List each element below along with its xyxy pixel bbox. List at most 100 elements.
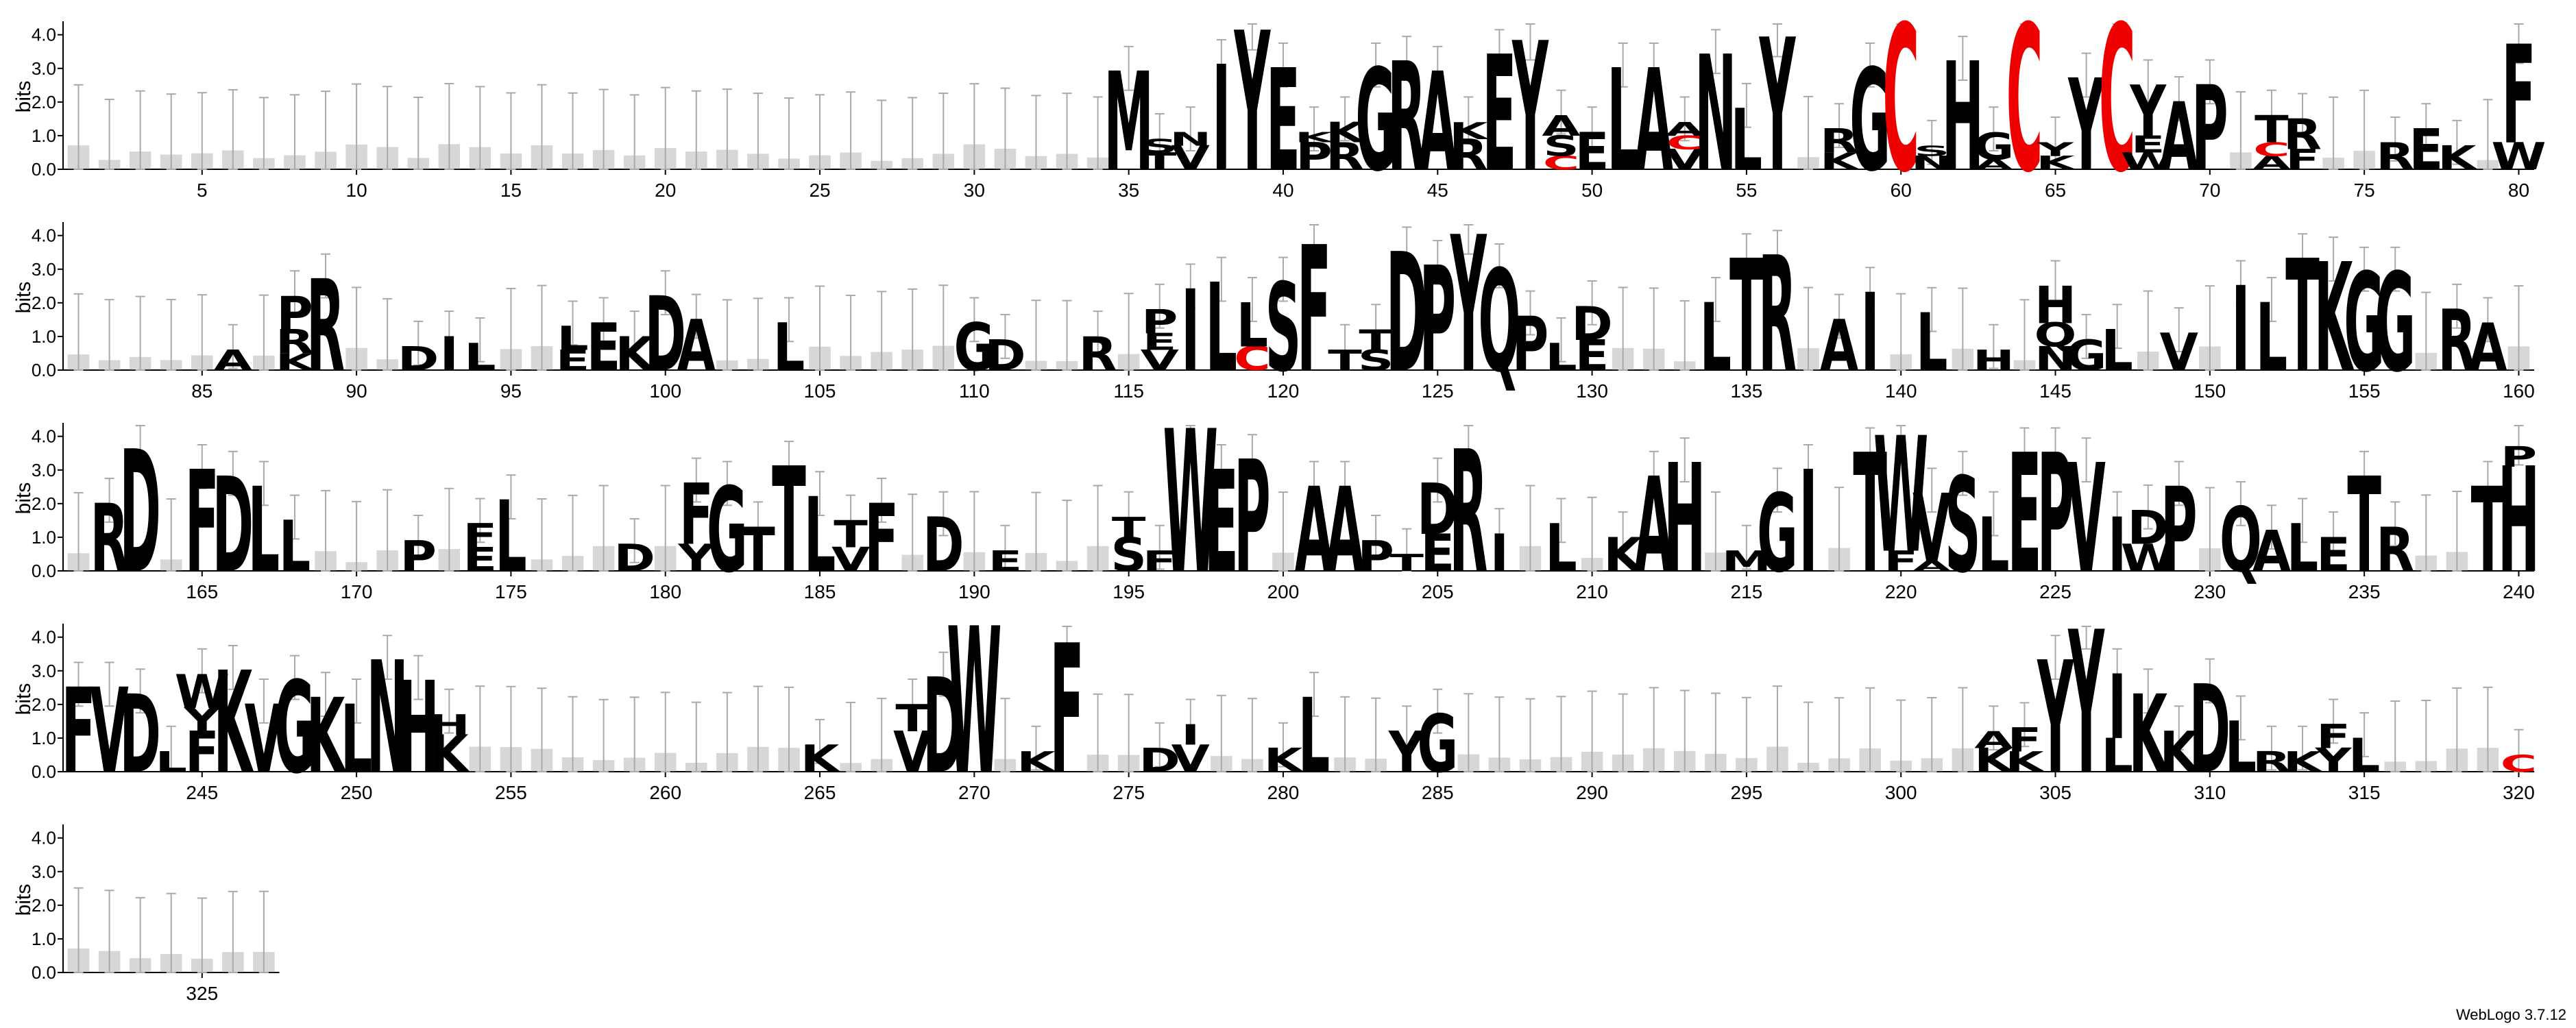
logo-letter-D: D: [2128, 501, 2169, 555]
logo-letter-L: L: [2256, 284, 2287, 392]
logo-letter-W: W: [947, 587, 1001, 820]
logo-letter-L: L: [279, 506, 311, 587]
logo-letter: E: [1204, 442, 1239, 604]
logo-letter-R: R: [276, 323, 314, 361]
logo-letter-T: T: [741, 515, 775, 586]
logo-letter: L: [1206, 257, 1237, 399]
x-tick-label: 80: [2508, 180, 2529, 201]
logo-letter-K: K: [2129, 672, 2170, 797]
x-tick-label: 180: [649, 581, 681, 602]
logo-letter: C: [1666, 132, 1703, 154]
logo-letter: A: [1326, 462, 1364, 598]
logo-letter: L: [1298, 676, 1330, 796]
logo-letter-F: F: [2285, 143, 2320, 176]
logo-letter-A: A: [2160, 83, 2198, 191]
logo-letter: H: [1942, 32, 1984, 206]
logo-letter: E: [2008, 419, 2042, 610]
logo-letter-L: L: [2102, 729, 2133, 783]
logo-letter-I: I: [1799, 442, 1818, 604]
logo-letter-K: K: [1449, 118, 1490, 145]
logo-letter-R: R: [1820, 123, 1858, 160]
logo-letter: F: [185, 720, 219, 785]
logo-letter: C: [2099, 0, 2135, 217]
logo-letter: G: [1973, 125, 2015, 169]
logo-letter-E: E: [2409, 118, 2443, 183]
logo-letter: L: [1731, 91, 1762, 190]
logo-letter: K: [430, 724, 470, 784]
x-tick-label: 245: [186, 782, 218, 803]
logo-letter-L: L: [1978, 502, 2009, 589]
logo-letter-D: D: [923, 651, 964, 803]
x-tick-label: 200: [1267, 581, 1300, 602]
x-tick-label: 55: [1736, 180, 1757, 201]
logo-letter-Y: Y: [2037, 630, 2074, 809]
logo-letter: F: [62, 663, 96, 799]
logo-letter-G: G: [1849, 40, 1891, 203]
logo-letter: L: [341, 685, 372, 794]
logo-letter-K: K: [801, 737, 841, 781]
logo-letter: A: [214, 344, 253, 377]
x-tick-label: 320: [2503, 782, 2535, 803]
logo-letter-L: L: [2225, 707, 2257, 788]
logo-letter-W: W: [2121, 537, 2176, 580]
logo-letter: N: [1911, 152, 1953, 174]
logo-letter-Q: Q: [1479, 241, 1521, 404]
logo-letter: E: [1575, 331, 1609, 380]
logo-letter-R: R: [1387, 32, 1426, 206]
y-tick-label: 0.0: [32, 159, 56, 180]
logo-letter-E: E: [2131, 131, 2165, 158]
logo-letter: G: [707, 462, 748, 598]
x-tick-label: 130: [1576, 380, 1608, 402]
logo-letter: Y: [2315, 742, 2353, 780]
x-tick-label: 260: [649, 782, 681, 803]
logo-letter-V: V: [831, 541, 871, 579]
logo-letter: N: [1169, 128, 1211, 150]
logo-letter-V: V: [90, 663, 128, 799]
logo-letter-C: C: [1666, 132, 1703, 154]
logo-letter-R: R: [1449, 130, 1487, 179]
logo-letter-I: I: [2108, 656, 2126, 759]
logo-letter: E: [1483, 22, 1517, 207]
logo-letter-D: D: [2189, 659, 2231, 800]
x-tick-label: 210: [1576, 581, 1608, 602]
logo-letter-D: D: [613, 537, 655, 580]
x-tick-label: 255: [495, 782, 527, 803]
logo-letter: Q: [2034, 317, 2077, 354]
logo-letter-D: D: [212, 450, 254, 602]
logo-letter: P: [400, 532, 437, 580]
logo-letter-H: H: [1664, 433, 1705, 607]
logo-letter-F: F: [185, 442, 219, 604]
logo-letter-V: V: [1666, 143, 1705, 176]
logo-letter: P: [1141, 304, 1178, 341]
logo-letter-C: C: [1883, 0, 1919, 217]
logo-letter: L: [773, 310, 805, 386]
logo-letter: F: [1050, 607, 1084, 813]
logo-letter: I: [1490, 524, 1509, 583]
logo-letter-H: H: [1942, 32, 1984, 206]
logo-letter: T: [1112, 511, 1146, 544]
logo-letter-T: T: [834, 513, 868, 557]
logo-letter-F: F: [2316, 718, 2350, 756]
logo-letter-Y: Y: [183, 702, 221, 739]
logo-letter-N: N: [1169, 128, 1211, 150]
logo-letter: G: [1417, 698, 1458, 790]
logo-letter: F: [1297, 210, 1331, 411]
logo-letter-W: W: [2491, 135, 2546, 179]
logo-letter: A: [1974, 726, 2013, 754]
logo-letter-A: A: [1295, 462, 1333, 598]
logo-letter-R: R: [2376, 135, 2414, 179]
y-tick-label: 2.0: [32, 694, 56, 715]
logo-letter: T: [741, 515, 775, 586]
logo-letter: T: [1359, 323, 1393, 356]
logo-letter-T: T: [1143, 148, 1177, 175]
x-tick-label: 115: [1113, 380, 1144, 402]
logo-letter-V: V: [1171, 737, 1211, 781]
logo-letter: F: [463, 517, 498, 555]
logo-letter-T: T: [772, 437, 806, 606]
logo-letter: K: [615, 327, 655, 381]
logo-letter: A: [1820, 305, 1859, 387]
y-axis-label: bits: [12, 884, 35, 916]
logo-letter-N: N: [367, 630, 409, 809]
logo-letter-D: D: [1386, 218, 1427, 409]
